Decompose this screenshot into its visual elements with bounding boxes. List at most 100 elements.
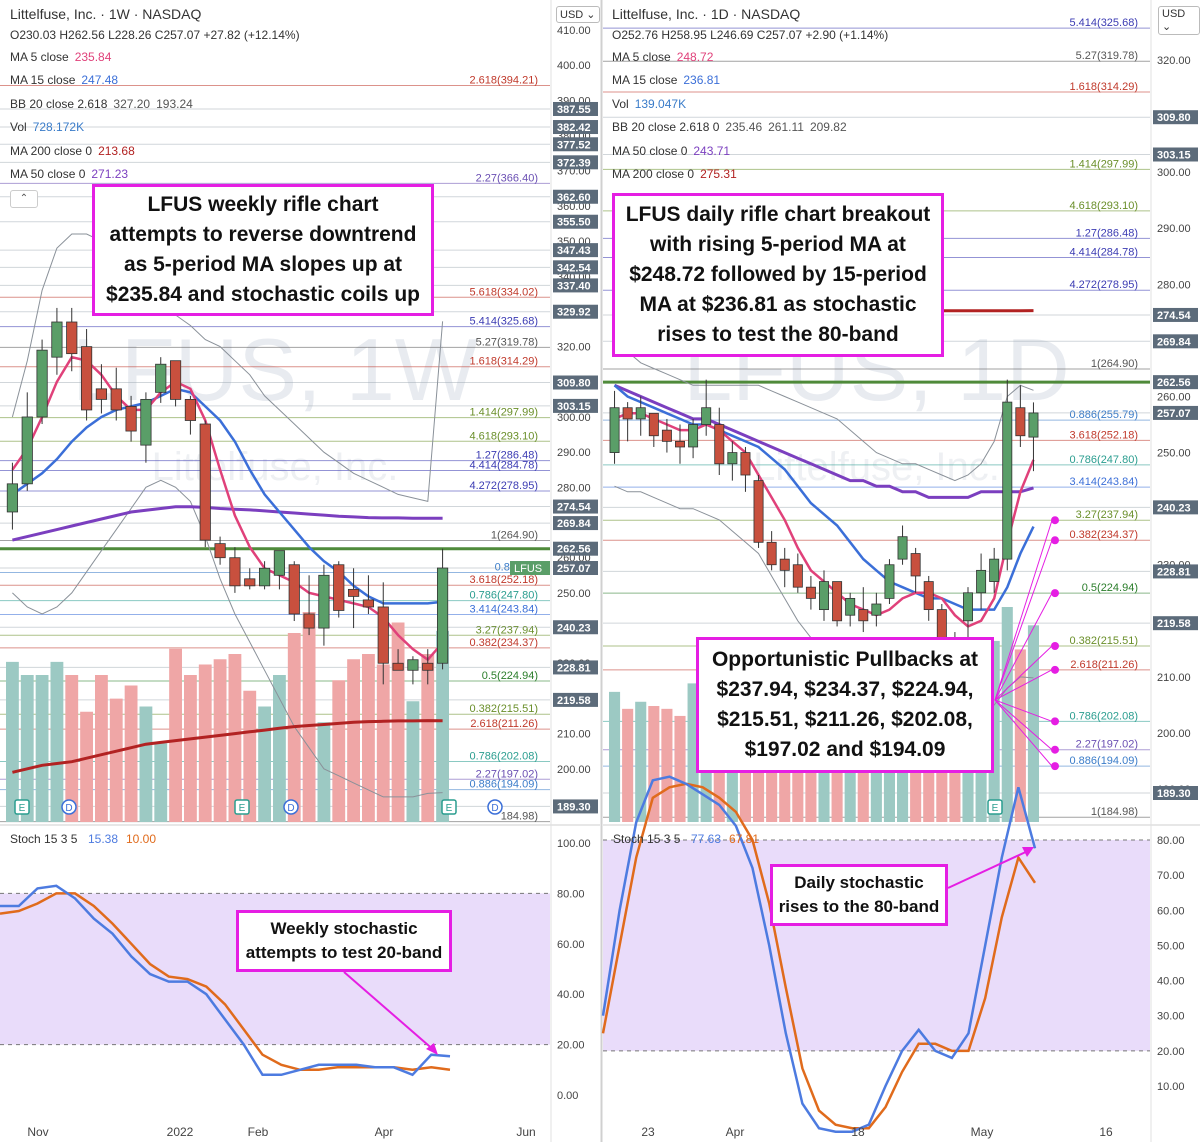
- left-stoch-tick-label: 40.00: [557, 989, 585, 1001]
- right-legend-label: MA 50 close 0: [612, 143, 688, 158]
- right-fib-label: 1(264.90): [1091, 358, 1138, 370]
- left-y-tick-label: 400.00: [557, 60, 591, 72]
- left-price-tag-bg: [553, 243, 598, 258]
- right-legend-row[interactable]: MA 5 close 248.72: [612, 50, 713, 64]
- left-price-tag-bg: [553, 137, 598, 152]
- right-fib-label: 2.618(211.26): [1070, 659, 1138, 671]
- right-legend-row[interactable]: Vol 139.047K: [612, 97, 686, 111]
- right-earnings-icon: [987, 799, 1003, 815]
- left-fib-label: 0.382(234.37): [470, 637, 539, 649]
- left-currency-select[interactable]: USD ⌄: [556, 6, 600, 23]
- left-candle-body: [184, 398, 197, 421]
- pullback-arrow-head: [1051, 665, 1059, 674]
- weekly-stoch-callout: Weekly stochastic attempts to test 20-ba…: [236, 910, 452, 972]
- left-candle-body: [169, 360, 182, 400]
- right-candle-body: [792, 564, 803, 588]
- left-price-tag-label: 269.84: [557, 518, 592, 530]
- right-stoch-tick-label: 70.00: [1157, 870, 1185, 882]
- left-fib-label: 2.618(394.21): [470, 75, 539, 87]
- right-volume-bar: [622, 708, 634, 822]
- right-stoch-d-value: 67.81: [729, 832, 759, 846]
- right-stoch-tick-label: 80.00: [1157, 835, 1185, 847]
- right-fib-label: 0.5(224.94): [1082, 582, 1138, 594]
- right-candle-body: [832, 581, 843, 622]
- right-candle-body: [989, 558, 1000, 582]
- left-price-tag: 355.50: [553, 214, 598, 229]
- left-event-marker: E: [14, 799, 30, 815]
- left-price-tag-label: 228.81: [557, 662, 591, 674]
- right-candle-body: [1028, 412, 1039, 438]
- right-legend-row[interactable]: BB 20 close 2.618 0 235.46 261.11 209.82: [612, 120, 847, 134]
- right-price-tag: 303.15: [1153, 147, 1198, 162]
- right-fib-label: 1(184.98): [1091, 806, 1138, 818]
- pullback-arrow-line: [994, 669, 1053, 701]
- left-price-tag: 372.39: [553, 155, 598, 170]
- daily-stoch-arrow: [947, 849, 1031, 889]
- right-fib-label: 0.786(202.08): [1070, 710, 1139, 722]
- right-candle-body: [675, 440, 685, 448]
- right-stoch-tick-label: 30.00: [1157, 1011, 1185, 1023]
- left-legend-row[interactable]: MA 200 close 0 213.68: [10, 144, 135, 158]
- left-legend-row[interactable]: MA 15 close 247.48: [10, 73, 118, 87]
- left-candle-body: [95, 388, 108, 400]
- left-price-tag-bg: [553, 214, 598, 229]
- left-price-tag-label: 257.07: [557, 563, 591, 575]
- daily-stoch-callout: Daily stochastic rises to the 80-band: [770, 864, 948, 926]
- right-ohlc: O252.76 H258.95 L246.69 C257.07 +2.90 (+…: [612, 28, 889, 42]
- left-volume-bar: [169, 648, 182, 822]
- right-y-tick-label: 210.00: [1157, 672, 1191, 684]
- right-y-tick-label: 300.00: [1157, 167, 1191, 179]
- left-volume-bar: [139, 706, 153, 822]
- left-candle-body: [377, 606, 389, 664]
- left-fib-label: 3.414(243.84): [470, 604, 539, 616]
- right-x-tick-label: 16: [1099, 1125, 1113, 1139]
- right-candle-body: [688, 424, 699, 448]
- right-legend-row[interactable]: MA 15 close 236.81: [612, 73, 720, 87]
- right-currency-select[interactable]: USD ⌄: [1158, 6, 1200, 35]
- left-dividend-label: D: [287, 803, 294, 814]
- left-last-symbol-tag: [510, 561, 550, 576]
- left-dividend-icon: [487, 799, 503, 815]
- pullback-arrow-line: [994, 540, 1053, 701]
- left-fib-label: 0.886(194.09): [470, 779, 539, 791]
- left-candle-body: [347, 588, 360, 597]
- left-price-tag-label: 382.42: [557, 122, 591, 134]
- left-y-tick-label: 300.00: [557, 412, 591, 424]
- left-candle-body: [199, 423, 211, 541]
- right-legend-value: 275.31: [700, 167, 737, 181]
- right-chart-title: Littelfuse, Inc. · 1D · NASDAQ: [612, 6, 801, 22]
- left-legend-row[interactable]: BB 20 close 2.618 327.20 193.24: [10, 97, 193, 111]
- left-fib-label: 4.272(278.95): [470, 480, 539, 492]
- left-legend-row[interactable]: MA 5 close 235.84: [10, 50, 111, 64]
- right-candle-body: [609, 407, 620, 453]
- right-fib-label: 3.618(252.18): [1070, 429, 1139, 441]
- left-volume-bar: [317, 722, 331, 822]
- collapse-legend-button[interactable]: ⌃: [10, 190, 38, 208]
- left-volume-bar: [80, 711, 93, 822]
- right-legend-row[interactable]: MA 200 close 0 275.31: [612, 167, 737, 181]
- left-legend-row[interactable]: Vol 728.172K: [10, 120, 84, 134]
- left-volume-bar: [109, 698, 123, 822]
- right-price-tag: 262.56: [1153, 375, 1198, 390]
- left-price-tag-label: 262.56: [557, 544, 591, 556]
- right-price-tag-label: 219.58: [1157, 618, 1191, 630]
- left-legend-row[interactable]: MA 50 close 0 271.23: [10, 167, 128, 181]
- right-fib-label: 0.886(255.79): [1070, 409, 1139, 421]
- right-legend-label: BB 20 close 2.618 0: [612, 120, 720, 135]
- right-stoch-label: Stoch 15 3 5: [613, 832, 681, 846]
- right-candle-body: [1015, 407, 1026, 437]
- left-price-tag: 377.52: [553, 137, 598, 152]
- right-legend-row[interactable]: MA 50 close 0 243.71: [612, 144, 730, 158]
- left-candle-body: [436, 567, 449, 664]
- left-fib-label: 1.27(286.48): [476, 450, 538, 462]
- left-volume-bar: [243, 690, 257, 822]
- left-price-tag-bg: [553, 189, 598, 204]
- left-price-tag-label: 274.54: [557, 502, 592, 514]
- left-fib-label: 5.618(334.02): [470, 286, 539, 298]
- left-price-tag-label: 342.54: [557, 262, 592, 274]
- right-stoch-tick-label: 10.00: [1157, 1081, 1185, 1093]
- left-candle-body: [303, 613, 315, 629]
- left-price-tag: 362.60: [553, 189, 598, 204]
- left-price-tag: 269.84: [553, 516, 598, 531]
- right-price-tag-bg: [1153, 110, 1198, 125]
